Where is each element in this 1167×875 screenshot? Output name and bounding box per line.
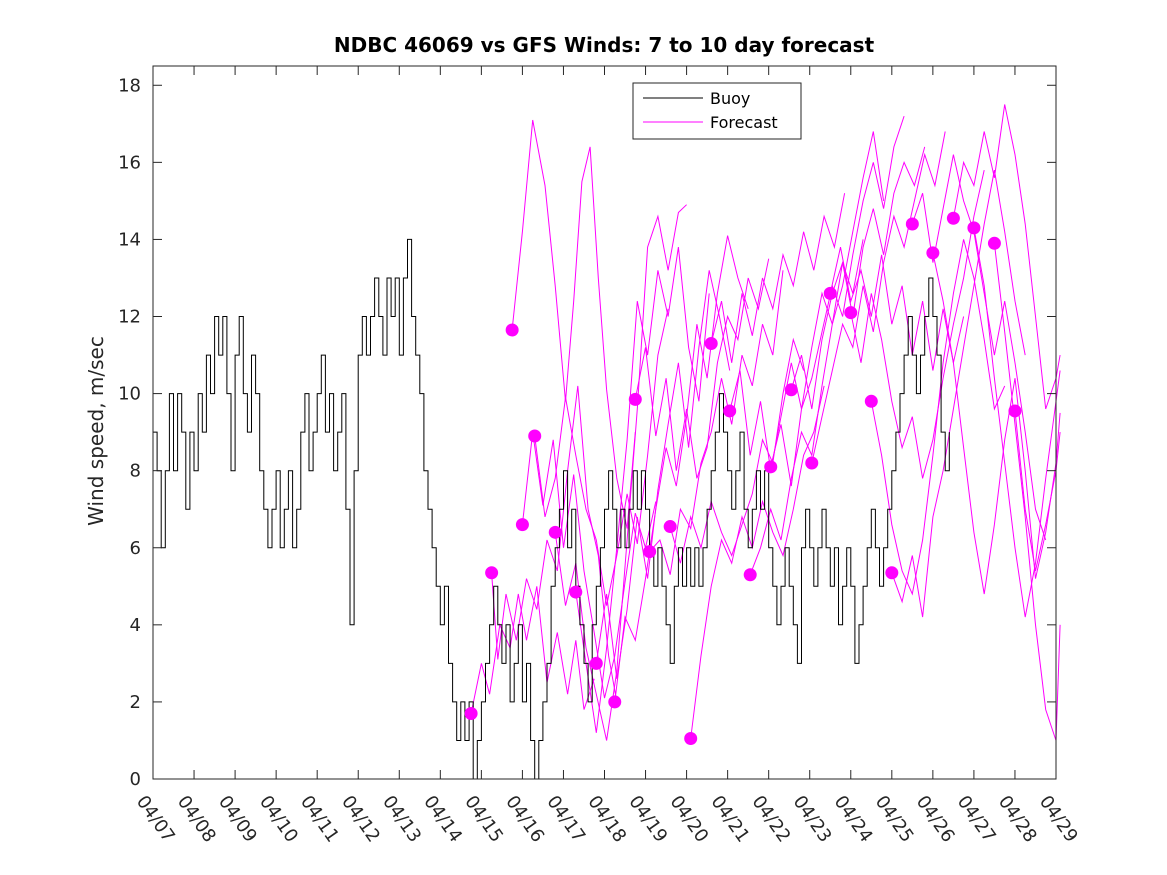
forecast-trace	[829, 246, 965, 371]
y-tick-label: 2	[130, 692, 141, 713]
y-axis-label: Wind speed, m/sec	[84, 336, 108, 526]
forecast-trace	[770, 115, 905, 487]
forecast-marker	[885, 566, 899, 580]
forecast-trace	[511, 119, 636, 529]
forecast-marker	[926, 246, 940, 260]
forecast-marker	[628, 392, 642, 406]
forecast-marker	[663, 520, 677, 534]
y-tick-label: 16	[118, 152, 141, 173]
forecast-trace	[554, 204, 687, 741]
y-axis-ticks: 0 2 4 6 8 10 12 14 16 18	[118, 75, 1056, 790]
forecast-marker	[764, 460, 778, 474]
legend-label-forecast: Forecast	[710, 113, 778, 132]
forecast-marker	[589, 656, 603, 670]
forecast-marker	[723, 404, 737, 418]
forecast-trace	[710, 193, 846, 363]
y-tick-label: 18	[118, 75, 141, 96]
y-tick-label: 12	[118, 307, 141, 328]
legend-label-buoy: Buoy	[710, 89, 750, 108]
forecast-marker	[548, 525, 562, 539]
forecast-marker	[515, 518, 529, 532]
y-tick-label: 10	[118, 384, 141, 405]
forecast-trace	[690, 385, 825, 739]
forecast-marker	[608, 695, 622, 709]
forecast-trace	[575, 247, 710, 733]
forecast-marker	[805, 456, 819, 470]
forecast-trace	[870, 239, 1006, 596]
forecast-marker	[528, 429, 542, 443]
forecast-marker	[987, 236, 1001, 250]
legend: Buoy Forecast	[632, 82, 802, 140]
forecast-trace	[649, 270, 784, 575]
forecast-marker	[684, 732, 698, 746]
forecast-marker	[643, 545, 657, 559]
forecast-trace	[932, 252, 1061, 595]
forecast-trace	[790, 146, 926, 410]
forecast-marker	[784, 383, 798, 397]
forecast-trace	[1014, 410, 1061, 572]
forecast-trace	[993, 243, 1061, 741]
forecast-trace	[534, 308, 669, 606]
forecast-marker	[1008, 404, 1022, 418]
forecast-marker	[704, 336, 718, 350]
forecast-trace	[952, 104, 1061, 410]
forecast-trace	[749, 131, 885, 575]
forecast-trace	[973, 227, 1061, 618]
legend-box	[632, 82, 802, 140]
plot-lines	[153, 104, 1061, 780]
forecast-marker	[844, 306, 858, 320]
forecast-trace	[891, 170, 1026, 618]
forecast-trace	[811, 131, 946, 464]
forecast-trace	[491, 385, 618, 702]
forecast-trace	[850, 169, 985, 479]
y-tick-label: 6	[130, 538, 141, 559]
forecast-trace	[634, 258, 770, 479]
chart-title: NDBC 46069 vs GFS Winds: 7 to 10 day for…	[334, 33, 875, 57]
forecast-marker	[823, 286, 837, 300]
y-tick-label: 8	[130, 461, 141, 482]
forecast-marker	[569, 585, 583, 599]
forecast-marker	[905, 217, 919, 231]
y-tick-label: 14	[118, 229, 141, 250]
y-tick-label: 0	[130, 769, 141, 790]
y-tick-label: 4	[130, 615, 141, 636]
forecast-marker	[505, 323, 519, 337]
forecast-marker	[967, 221, 981, 235]
buoy-series-line	[153, 238, 950, 780]
forecast-marker	[743, 568, 757, 582]
forecast-markers	[464, 211, 1022, 746]
forecast-marker	[864, 394, 878, 408]
forecast-trace	[470, 586, 595, 714]
forecast-marker	[464, 706, 478, 720]
forecast-trace	[614, 235, 749, 702]
forecast-marker	[946, 211, 960, 225]
forecast-marker	[485, 566, 499, 580]
